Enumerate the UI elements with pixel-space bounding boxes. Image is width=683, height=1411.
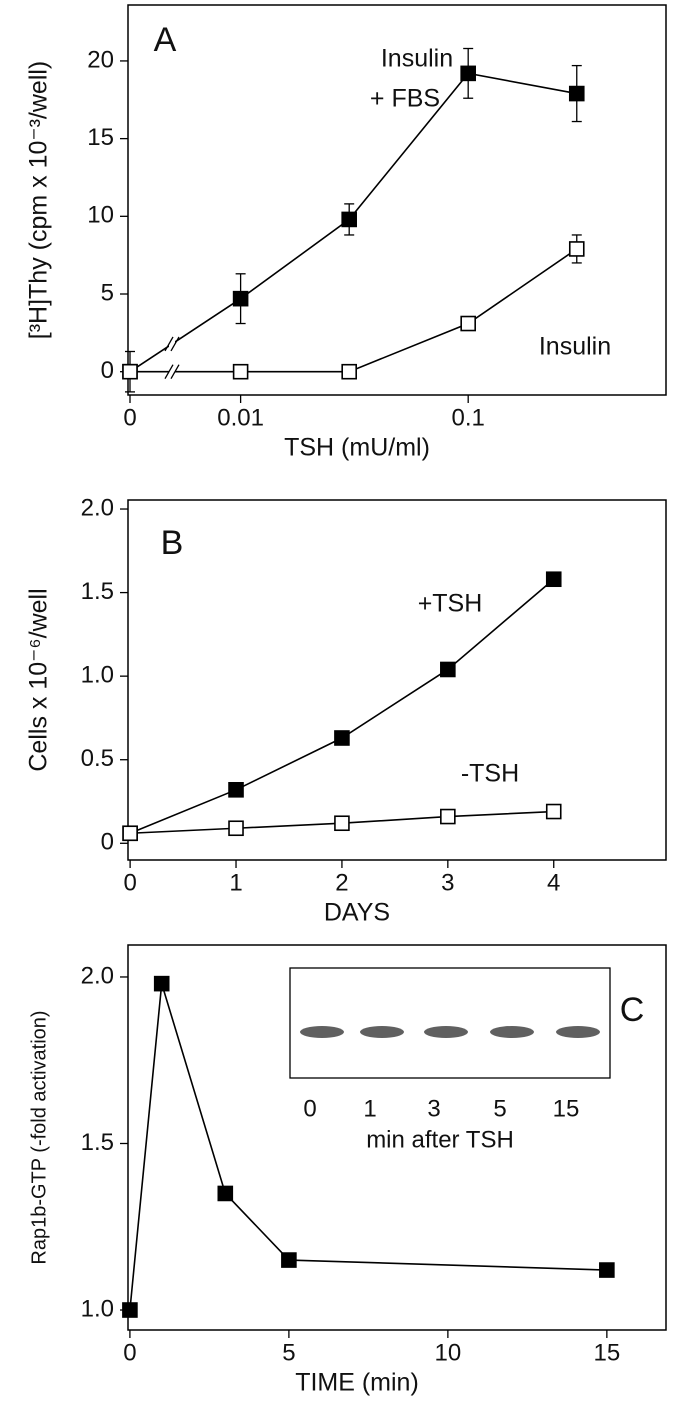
gel-band bbox=[300, 1026, 344, 1038]
lane-label: 0 bbox=[303, 1095, 316, 1122]
marker bbox=[122, 363, 138, 380]
x-axis-label: TSH (mU/ml) bbox=[284, 434, 430, 462]
panel-label: B bbox=[161, 524, 184, 562]
marker bbox=[568, 241, 585, 257]
y-tick-label: 0.5 bbox=[81, 745, 114, 772]
gel-band bbox=[360, 1026, 404, 1038]
y-tick-label: 0 bbox=[101, 829, 114, 856]
series-line bbox=[129, 578, 555, 834]
marker bbox=[232, 290, 249, 307]
marker bbox=[440, 661, 456, 678]
marker bbox=[341, 211, 357, 228]
marker bbox=[568, 85, 585, 102]
gel-band bbox=[556, 1026, 600, 1038]
y-tick-label: 2.0 bbox=[81, 494, 114, 521]
marker bbox=[460, 315, 476, 332]
break-mark bbox=[164, 336, 174, 352]
y-tick-label: 2.0 bbox=[81, 962, 114, 989]
plot-frame bbox=[127, 944, 667, 1331]
gel-band bbox=[490, 1026, 534, 1038]
marker bbox=[153, 975, 170, 992]
y-tick-label: 1.5 bbox=[81, 578, 114, 605]
break-gap bbox=[169, 335, 175, 352]
marker bbox=[460, 65, 476, 82]
y-tick-label: 1.5 bbox=[81, 1129, 114, 1156]
y-axis-label: Rap1b-GTP (-fold activation) bbox=[28, 1010, 50, 1264]
annotation: +TSH bbox=[418, 590, 483, 618]
break-mark bbox=[170, 364, 180, 380]
series-line bbox=[130, 248, 578, 373]
annotation: Insulin bbox=[539, 333, 611, 361]
break-mark bbox=[170, 336, 180, 352]
y-tick-label: 10 bbox=[87, 202, 114, 229]
x-tick-label: 4 bbox=[547, 869, 560, 896]
x-tick-label: 0 bbox=[123, 869, 136, 896]
inset-label: min after TSH bbox=[366, 1126, 514, 1153]
y-tick-label: 1.0 bbox=[81, 1295, 114, 1322]
marker bbox=[334, 815, 350, 832]
marker bbox=[232, 363, 249, 380]
marker bbox=[341, 363, 357, 380]
x-tick-label: 2 bbox=[335, 869, 348, 896]
gel-band bbox=[424, 1026, 468, 1038]
x-tick-label: 1 bbox=[229, 869, 242, 896]
y-tick-label: 5 bbox=[101, 279, 114, 306]
x-tick-label: 5 bbox=[282, 1339, 295, 1366]
panel-label: C bbox=[620, 991, 645, 1029]
annotation: + FBS bbox=[370, 85, 440, 113]
y-axis-label: Cells x 10⁻⁶/well bbox=[25, 588, 53, 771]
marker bbox=[545, 571, 562, 588]
marker bbox=[599, 1262, 615, 1278]
marker bbox=[228, 782, 244, 798]
marker bbox=[545, 803, 562, 820]
annotation: Insulin bbox=[381, 45, 453, 73]
y-tick-label: 0 bbox=[101, 357, 114, 384]
x-tick-label: 0.1 bbox=[451, 404, 484, 431]
lane-label: 1 bbox=[363, 1095, 376, 1122]
marker bbox=[122, 1302, 138, 1318]
x-tick-label: 15 bbox=[594, 1339, 621, 1366]
x-axis-label: DAYS bbox=[324, 899, 390, 927]
inset-frame bbox=[289, 967, 611, 1079]
marker bbox=[217, 1185, 234, 1202]
x-tick-label: 10 bbox=[435, 1339, 462, 1366]
y-tick-label: 1.0 bbox=[81, 661, 114, 688]
lane-label: 15 bbox=[553, 1095, 580, 1122]
x-axis-label: TIME (min) bbox=[295, 1369, 419, 1397]
x-tick-label: 0 bbox=[123, 404, 136, 431]
y-tick-label: 15 bbox=[87, 124, 114, 151]
marker bbox=[334, 730, 350, 746]
y-tick-label: 20 bbox=[87, 46, 114, 73]
break-mark bbox=[164, 364, 174, 380]
y-axis-label: [³H]Thy (cpm x 10⁻³/well) bbox=[25, 61, 53, 340]
panel-label: A bbox=[154, 21, 177, 59]
lane-label: 3 bbox=[427, 1095, 440, 1122]
marker bbox=[228, 820, 244, 837]
x-tick-label: 3 bbox=[441, 869, 454, 896]
marker bbox=[440, 808, 456, 825]
x-tick-label: 0 bbox=[123, 1339, 136, 1366]
lane-label: 5 bbox=[493, 1095, 506, 1122]
x-tick-label: 0.01 bbox=[217, 404, 264, 431]
plot-frame bbox=[127, 4, 667, 396]
break-gap bbox=[169, 363, 175, 380]
plot-frame bbox=[127, 499, 667, 861]
annotation: -TSH bbox=[461, 760, 519, 788]
marker bbox=[281, 1252, 297, 1268]
marker bbox=[122, 825, 138, 842]
